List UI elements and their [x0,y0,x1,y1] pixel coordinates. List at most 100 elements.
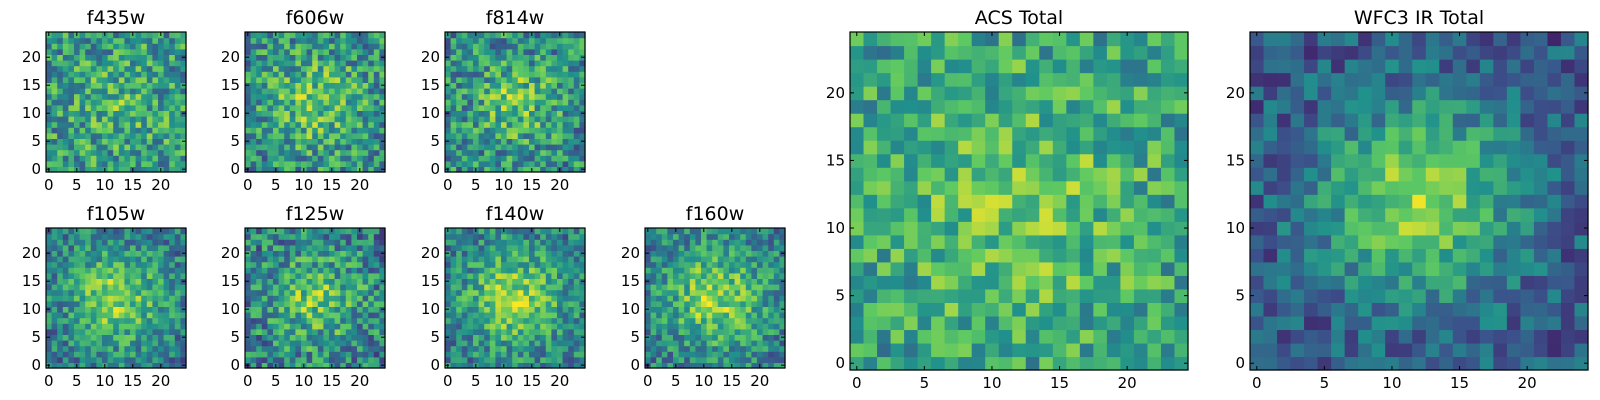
heatmap-cell [278,328,285,335]
heatmap-cell [773,312,780,319]
heatmap-cell [484,267,491,274]
y-tick-label: 20 [221,48,240,66]
heatmap-cell [102,340,109,347]
heatmap-cell [90,166,97,173]
heatmap-cell [90,300,97,307]
heatmap-cell [362,48,369,55]
heatmap-cell [85,88,92,95]
heatmap-cell [673,312,680,319]
heatmap-cell [712,261,719,268]
heatmap-cell [534,362,541,369]
heatmap-cell [306,160,313,167]
heatmap-cell [245,295,252,302]
heatmap-cell [96,228,103,235]
heatmap-cell [368,233,375,240]
heatmap-cell [545,233,552,240]
heatmap-cell [306,323,313,330]
heatmap-cell [312,284,319,291]
heatmap-cell [684,328,691,335]
heatmap-cell [295,65,302,72]
heatmap-cell [678,261,685,268]
y-tick-label: 20 [221,244,240,262]
heatmap-cell [312,362,319,369]
heatmap-cell [877,207,892,222]
heatmap-cell [163,160,170,167]
heatmap-cell [661,340,668,347]
heatmap-cell [118,340,125,347]
heatmap-cell [958,315,973,331]
heatmap-cell [130,149,137,156]
heatmap-cell [163,144,170,151]
heatmap-cell [473,351,480,358]
heatmap-cell [295,233,302,240]
heatmap-cell [450,295,457,302]
heatmap-cell [180,37,187,44]
heatmap-cell [256,228,263,235]
heatmap-cell [573,244,580,251]
heatmap-cell [113,334,120,341]
heatmap-cell [267,48,274,55]
heatmap-cell [141,284,148,291]
heatmap-cell [68,37,75,44]
heatmap-cell [90,306,97,313]
heatmap-cell [467,76,474,83]
heatmap-cell [1012,207,1027,222]
heatmap-cell [473,93,480,100]
heatmap-cell [579,239,586,246]
heatmap-cell [90,104,97,111]
heatmap-cell [678,323,685,330]
heatmap-cell [141,116,148,123]
heatmap-cell [368,104,375,111]
heatmap-cell [723,250,730,257]
heatmap-cell [512,334,519,341]
heatmap-cell [689,239,696,246]
heatmap-cell [501,65,508,72]
heatmap-cell [557,160,564,167]
heatmap-cell [723,284,730,291]
heatmap-cell [540,312,547,319]
heatmap-cell [573,289,580,296]
heatmap-cell [684,300,691,307]
heatmap-cell [351,272,358,279]
y-tick-label: 10 [421,300,440,318]
heatmap-cell [529,99,536,106]
heatmap-cell [762,244,769,251]
heatmap-cell [62,317,69,324]
heatmap-cell [334,250,341,257]
heatmap-cell [267,104,274,111]
heatmap-cell [74,110,81,117]
heatmap-cell [68,244,75,251]
heatmap-cell [695,334,702,341]
heatmap-cell [501,43,508,50]
heatmap-cell [174,261,181,268]
heatmap-cell [1039,315,1054,331]
heatmap-cell [345,300,352,307]
heatmap-cell [107,317,114,324]
heatmap-cell [517,306,524,313]
heatmap-cell [289,340,296,347]
heatmap-cell [512,345,519,352]
heatmap-cell [323,132,330,139]
heatmap-cell [545,43,552,50]
heatmap-cell [1106,315,1121,331]
heatmap-cell [245,244,252,251]
heatmap-cell [540,278,547,285]
heatmap-cell [773,362,780,369]
heatmap-cell [267,244,274,251]
heatmap-cell [557,323,564,330]
heatmap-cell [289,116,296,123]
heatmap-cell [306,121,313,128]
heatmap-cell [68,284,75,291]
heatmap-cell [152,132,159,139]
heatmap-cell [245,104,252,111]
heatmap-cell [261,121,268,128]
heatmap-cell [158,278,165,285]
heatmap-cell [557,71,564,78]
heatmap-cell [357,127,364,134]
axes-frame [444,31,586,173]
heatmap-cell [695,295,702,302]
heatmap-cell [68,127,75,134]
heatmap-cell [113,32,120,39]
heatmap-cell [345,345,352,352]
heatmap-cell [971,167,986,182]
